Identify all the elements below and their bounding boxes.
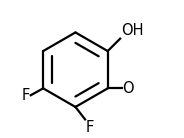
Text: O: O [122,81,134,96]
Text: F: F [22,88,30,103]
Text: F: F [86,120,94,135]
Text: OH: OH [121,23,143,38]
